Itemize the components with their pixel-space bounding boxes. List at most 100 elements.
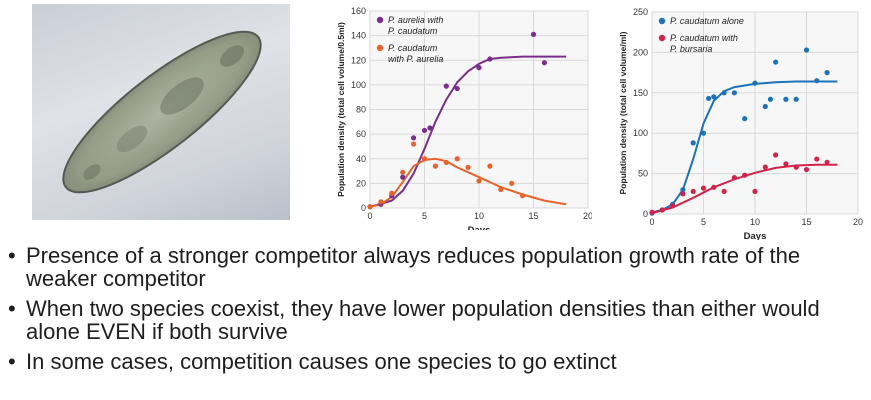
data-point — [706, 95, 712, 102]
data-point — [443, 159, 449, 166]
data-point — [421, 156, 428, 162]
x-tick-label: 10 — [750, 217, 760, 227]
data-point — [767, 96, 774, 102]
bullet-text: Presence of a stronger competitor always… — [26, 243, 801, 291]
data-point — [700, 185, 707, 191]
data-point — [793, 96, 799, 102]
bullet-dot-icon: • — [8, 296, 16, 321]
data-point — [400, 174, 406, 180]
y-tick-label: 20 — [356, 178, 366, 188]
bullet-dot-icon: • — [8, 243, 16, 268]
data-point — [427, 125, 433, 131]
data-point — [680, 191, 686, 197]
y-tick-label: 0 — [361, 203, 366, 213]
data-point — [824, 159, 830, 165]
data-point — [541, 60, 547, 66]
data-point — [721, 90, 727, 96]
data-point — [721, 188, 727, 194]
data-point — [762, 103, 768, 110]
data-point — [530, 31, 537, 37]
x-tick-label: 10 — [474, 211, 484, 221]
chart-caudatum-vs-bursaria: 0 50 100 150 200 250 0 5 10 15 20 Days Population de… — [614, 4, 871, 242]
bullet-text: In some cases, competition causes one sp… — [26, 349, 617, 374]
y-tick-label: 200 — [633, 47, 648, 57]
data-point — [803, 47, 810, 53]
y-tick-label: 140 — [351, 31, 366, 41]
data-point — [476, 178, 482, 184]
bullet-dot-icon: • — [8, 349, 16, 374]
legend-label: P. caudatum — [388, 26, 438, 36]
y-tick-label: 80 — [356, 105, 366, 115]
y-tick-label: 250 — [633, 7, 648, 17]
legend-marker — [658, 17, 666, 25]
x-tick-label: 5 — [422, 211, 427, 221]
data-point — [731, 175, 737, 181]
bullet-list: • Presence of a stronger competitor alwa… — [8, 244, 868, 380]
legend-label: P. bursaria — [670, 44, 712, 54]
bullet-item: • In some cases, competition causes one … — [8, 350, 868, 373]
data-point — [783, 96, 789, 102]
series-curve — [651, 80, 838, 214]
legend-marker — [658, 34, 666, 42]
data-point — [389, 190, 395, 196]
legend-label: P. caudatum alone — [670, 16, 744, 26]
data-point — [476, 65, 482, 71]
data-point — [711, 184, 717, 190]
y-tick-label: 100 — [351, 80, 366, 90]
chart-aurelia-vs-caudatum: 0 20 40 60 80 100 120 140 160 0 5 10 15 20 Days Populat… — [330, 4, 593, 236]
data-point — [487, 56, 493, 62]
x-tick-label: 15 — [528, 211, 538, 221]
data-point — [400, 169, 406, 175]
y-tick-label: 0 — [643, 209, 648, 219]
y-tick-label: 40 — [356, 154, 366, 164]
data-point — [649, 209, 655, 215]
legend-label: P. caudatum — [388, 43, 438, 53]
bullet-item: • Presence of a stronger competitor alwa… — [8, 244, 868, 290]
data-point — [752, 80, 758, 86]
data-point — [454, 156, 460, 162]
data-point — [659, 207, 665, 213]
data-point — [378, 199, 384, 205]
legend-label: P. caudatum with — [670, 33, 738, 43]
data-point — [421, 127, 428, 134]
data-point — [773, 152, 779, 158]
data-point — [793, 164, 799, 170]
data-point — [690, 188, 696, 194]
y-tick-label: 160 — [351, 6, 366, 16]
legend-label: P. aurelia with — [388, 15, 443, 25]
chart1-svg: 0 20 40 60 80 100 120 140 160 0 5 10 15 20 Days Populat… — [336, 6, 593, 236]
legend-marker — [376, 44, 384, 52]
data-point — [454, 85, 460, 92]
data-point — [762, 164, 768, 170]
data-point — [814, 78, 820, 84]
legend-label: with P. aurelia — [388, 54, 443, 64]
data-point — [411, 141, 417, 147]
data-point — [742, 116, 748, 122]
data-point — [711, 94, 717, 100]
bullet-text: When two species coexist, they have lowe… — [26, 296, 820, 344]
y-axis-label: Population density (total cell volume/0.… — [336, 22, 346, 197]
x-tick-label: 5 — [701, 217, 706, 227]
data-point — [487, 163, 493, 169]
data-point — [432, 163, 438, 169]
x-axis-label: Days — [744, 231, 767, 240]
x-axis-label: Days — [468, 225, 491, 230]
x-tick-label: 15 — [801, 217, 811, 227]
x-tick-label: 20 — [853, 217, 863, 227]
data-point — [367, 204, 373, 210]
x-tick-label: 0 — [367, 211, 372, 221]
x-tick-label: 20 — [583, 211, 592, 221]
data-point — [783, 161, 789, 167]
chart2-svg: 0 50 100 150 200 250 0 5 10 15 20 Days Population de… — [618, 7, 863, 242]
data-point — [509, 180, 515, 186]
y-tick-label: 100 — [633, 128, 648, 138]
data-point — [498, 186, 504, 193]
data-point — [670, 203, 676, 209]
x-tick-label: 0 — [649, 217, 654, 227]
y-axis-label: Population density (total cell volume/ml… — [618, 31, 628, 194]
data-point — [752, 188, 758, 194]
data-point — [731, 90, 737, 96]
data-point — [700, 130, 707, 136]
series-curve — [369, 55, 567, 208]
data-point — [742, 172, 748, 178]
